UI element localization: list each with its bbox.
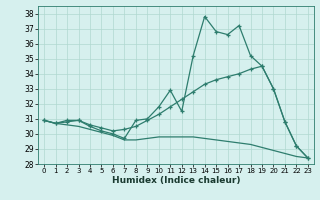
X-axis label: Humidex (Indice chaleur): Humidex (Indice chaleur)	[112, 176, 240, 185]
